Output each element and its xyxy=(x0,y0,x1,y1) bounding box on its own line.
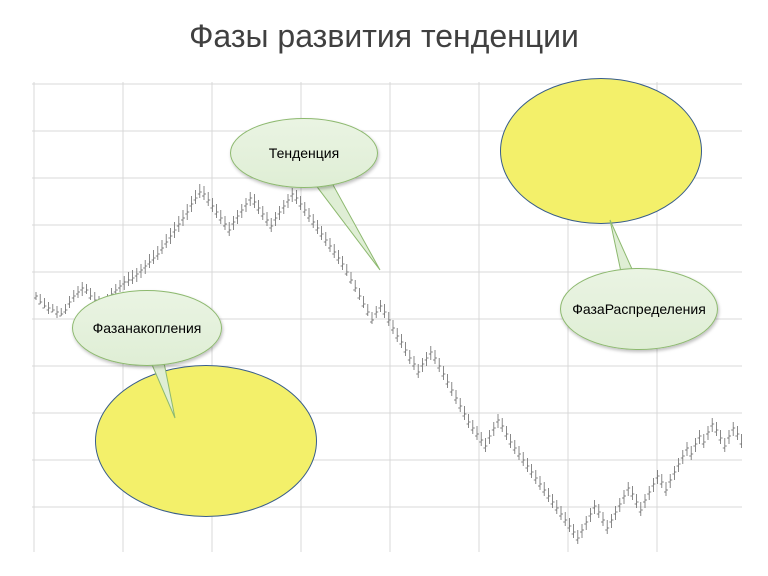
callout-trend: Тенденция xyxy=(230,118,378,188)
callout-label-line: Фаза xyxy=(572,301,604,317)
callout-label-line: накопления xyxy=(125,320,201,336)
callout-label-line: Распределени xyxy=(605,301,699,317)
slide: Фазы развития тенденции ТенденцияФазанак… xyxy=(0,0,768,576)
callout-accumulation: Фазанакопления xyxy=(72,290,222,366)
callout-label-line: Фаза xyxy=(93,320,125,336)
callout-distribution: ФазаРаспределения xyxy=(560,268,718,350)
callout-label-line: я xyxy=(698,301,706,317)
callout-label-line: Тенденция xyxy=(269,145,339,161)
chart-area: ТенденцияФазанакопленияФазаРаспределения xyxy=(32,82,742,552)
